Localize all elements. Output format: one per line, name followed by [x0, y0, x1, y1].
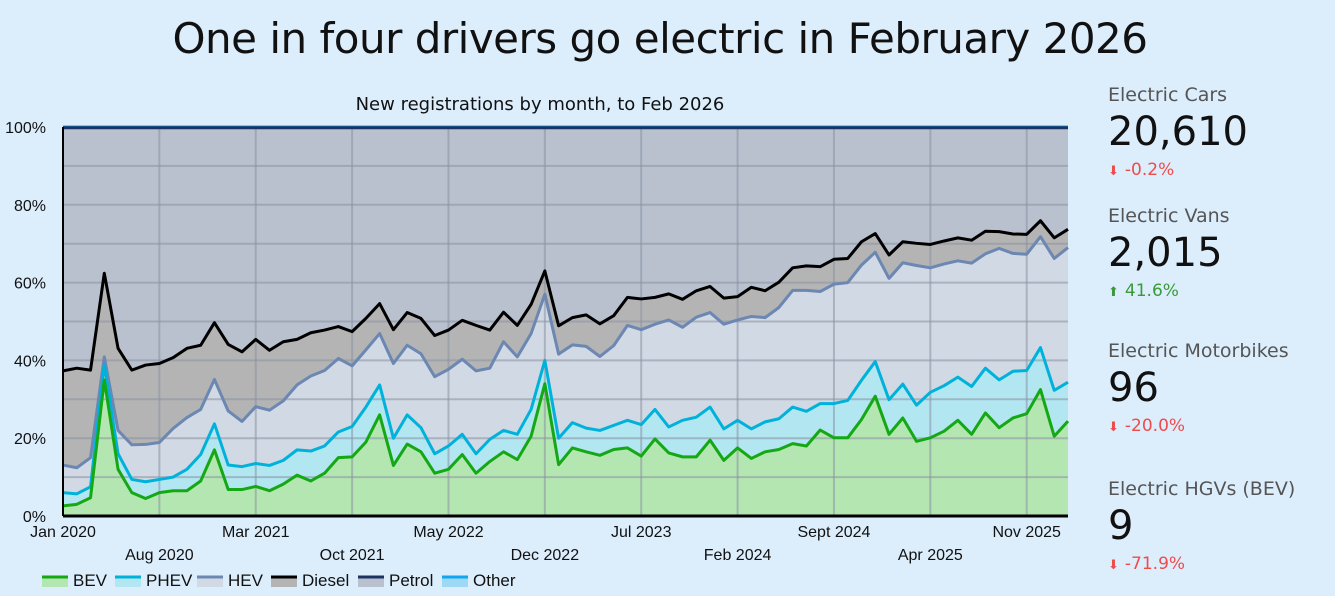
x-tick-label: Oct 2021 — [320, 547, 385, 564]
area-bev — [63, 379, 1068, 516]
page-title: One in four drivers go electric in Febru… — [172, 14, 1149, 63]
legend-label-petrol: Petrol — [389, 571, 433, 590]
stat-value: 96 — [1108, 365, 1159, 411]
stat-change-value: -0.2% — [1124, 160, 1175, 180]
line-diesel — [62, 219, 1069, 373]
stat-change: ⬇ -0.2% — [1108, 160, 1248, 180]
legend-label-phev: PHEV — [146, 571, 193, 590]
legend-label-hev: HEV — [228, 571, 264, 590]
line-hev — [62, 235, 1069, 470]
legend-swatch-other — [442, 577, 468, 587]
area-phev — [63, 347, 1068, 506]
x-tick-label: Apr 2025 — [898, 547, 963, 564]
stat-change-value: -20.0% — [1124, 416, 1186, 436]
y-tick-label: 100% — [5, 120, 46, 137]
x-tick-label: Mar 2021 — [222, 524, 290, 541]
line-phev — [62, 346, 1069, 496]
stat-value: 9 — [1108, 503, 1134, 549]
stat-change: ⬆ 41.6% — [1108, 281, 1230, 301]
stat-value: 2,015 — [1108, 230, 1223, 276]
x-tick-label: Aug 2020 — [125, 547, 194, 564]
registrations-chart: New registrations by month, to Feb 2026 0… — [5, 94, 1070, 590]
x-tick-label: Jan 2020 — [30, 524, 96, 541]
stat-change-value: 41.6% — [1124, 281, 1179, 301]
arrow-up-icon: ⬆ — [1108, 285, 1119, 300]
area-petrol — [63, 127, 1068, 371]
legend-label-diesel: Diesel — [302, 571, 349, 590]
stat-label: Electric Motorbikes — [1108, 340, 1289, 362]
legend-label-other: Other — [473, 571, 516, 590]
x-tick-label: Dec 2022 — [511, 547, 580, 564]
stat-change-value: -71.9% — [1124, 554, 1186, 574]
stat-label: Electric Vans — [1108, 205, 1230, 227]
stat-electric-cars: Electric Cars 20,610 ⬇ -0.2% — [1108, 84, 1248, 180]
legend-swatch-bev — [42, 577, 68, 587]
y-tick-label: 80% — [14, 198, 46, 215]
y-tick-label: 0% — [23, 509, 46, 526]
y-tick-label: 40% — [14, 353, 46, 370]
stat-electric-motorbikes: Electric Motorbikes 96 ⬇ -20.0% — [1108, 340, 1289, 436]
arrow-down-icon: ⬇ — [1108, 420, 1119, 435]
legend-label-bev: BEV — [73, 571, 108, 590]
x-tick-label: Nov 2025 — [992, 524, 1061, 541]
chart-subtitle: New registrations by month, to Feb 2026 — [356, 94, 725, 115]
x-tick-label: Feb 2024 — [704, 547, 772, 564]
legend-swatch-hev — [197, 577, 223, 587]
stat-label: Electric Cars — [1108, 84, 1228, 106]
stat-change: ⬇ -71.9% — [1108, 554, 1295, 574]
y-tick-label: 60% — [14, 276, 46, 293]
legend-swatch-petrol — [358, 577, 384, 587]
arrow-down-icon: ⬇ — [1108, 558, 1119, 573]
stat-electric-vans: Electric Vans 2,015 ⬆ 41.6% — [1108, 205, 1230, 301]
legend-swatch-phev — [115, 577, 141, 587]
x-tick-label: May 2022 — [413, 524, 483, 541]
area-hev — [63, 236, 1068, 494]
x-tick-label: Jul 2023 — [611, 524, 672, 541]
stat-label: Electric HGVs (BEV) — [1108, 478, 1296, 500]
line-bev — [62, 378, 1070, 508]
stat-change: ⬇ -20.0% — [1108, 416, 1289, 436]
x-tick-label: Sept 2024 — [797, 524, 870, 541]
legend-swatch-diesel — [271, 577, 297, 587]
arrow-down-icon: ⬇ — [1108, 164, 1119, 179]
y-tick-label: 20% — [14, 431, 46, 448]
stat-value: 20,610 — [1108, 109, 1248, 155]
stat-electric-hgvs: Electric HGVs (BEV) 9 ⬇ -71.9% — [1108, 478, 1295, 574]
